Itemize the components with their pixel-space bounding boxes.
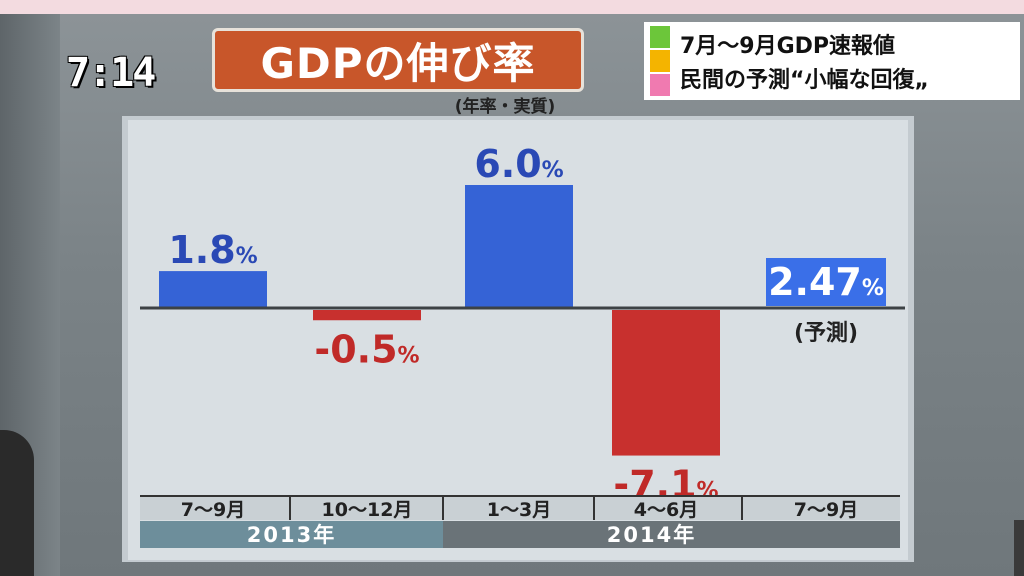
- caption-subline: 民間の予測“小幅な回復„: [680, 68, 929, 93]
- top-strip: [0, 0, 1024, 14]
- category-label-2: 1〜3月: [487, 499, 551, 521]
- clock: 7:14: [66, 50, 156, 96]
- value-label-4: 2.47%: [768, 260, 884, 304]
- year-group-1: [443, 521, 900, 548]
- year-group-0: [140, 521, 443, 548]
- caption-bar-green: [650, 26, 670, 48]
- presenter-silhouette-right: [1014, 520, 1024, 576]
- presenter-silhouette: [0, 430, 34, 576]
- category-label-0: 7〜9月: [181, 499, 245, 521]
- value-label-0: 1.8%: [168, 228, 257, 272]
- chart-subtitle: (年率・実質): [454, 97, 556, 117]
- caption-bar-orange: [650, 50, 670, 72]
- year-label-1: 2014年: [607, 523, 696, 547]
- bar-1: [313, 310, 421, 321]
- news-caption: [644, 22, 1020, 100]
- forecast-value-box: [766, 258, 886, 306]
- bar-0: [159, 271, 267, 308]
- year-label-0: 2013年: [247, 523, 336, 547]
- bar-3: [612, 310, 720, 456]
- bars-layer: [159, 185, 720, 456]
- category-label-1: 10〜12月: [322, 499, 413, 521]
- caption-color-bars: [650, 26, 670, 98]
- value-labels-layer: 1.8%-0.5%6.0%-7.1%2.47%(予測): [168, 142, 886, 507]
- category-row-bg: [140, 496, 900, 520]
- value-label-1: -0.5%: [314, 327, 419, 371]
- category-label-3: 4〜6月: [634, 499, 698, 521]
- chart-title: GDPの伸び率: [212, 28, 584, 92]
- bar-2: [465, 185, 573, 308]
- forecast-note: (予測): [794, 321, 858, 346]
- value-label-2: 6.0%: [474, 142, 563, 186]
- category-label-4: 7〜9月: [794, 499, 858, 521]
- caption-headline: 7月〜9月GDP速報値: [680, 34, 896, 59]
- caption-bar-pink: [650, 74, 670, 96]
